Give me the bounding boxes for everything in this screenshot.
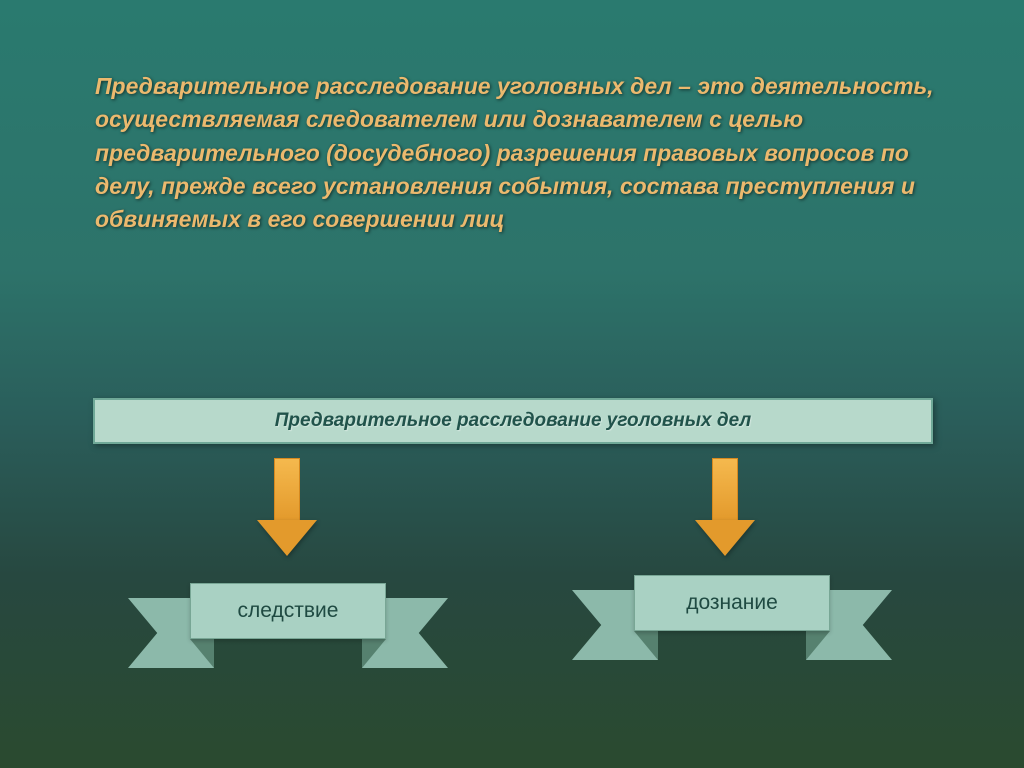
ribbon-center: дознание [634,575,830,631]
arrow-head-icon [257,520,317,556]
arrow-shaft [274,458,300,521]
arrow-right [695,458,755,558]
arrow-head-icon [695,520,755,556]
arrow-left [257,458,317,558]
definition-highlight: Предварительное расследование уголовных … [95,73,672,99]
ribbon-right-container: дознание [572,575,892,663]
main-bar: Предварительное расследование уголовных … [93,398,933,444]
ribbon-fold-left [634,631,658,660]
definition-text: Предварительное расследование уголовных … [95,70,935,237]
ribbon-left-container: следствие [128,583,448,671]
ribbon-fold-right [806,631,830,660]
ribbon-fold-right [362,639,386,668]
ribbon-fold-left [190,639,214,668]
ribbon-left-label: следствие [238,599,339,623]
arrow-shaft [712,458,738,521]
ribbon-right-label: дознание [686,591,778,615]
ribbon-center: следствие [190,583,386,639]
main-bar-label: Предварительное расследование уголовных … [275,410,751,432]
